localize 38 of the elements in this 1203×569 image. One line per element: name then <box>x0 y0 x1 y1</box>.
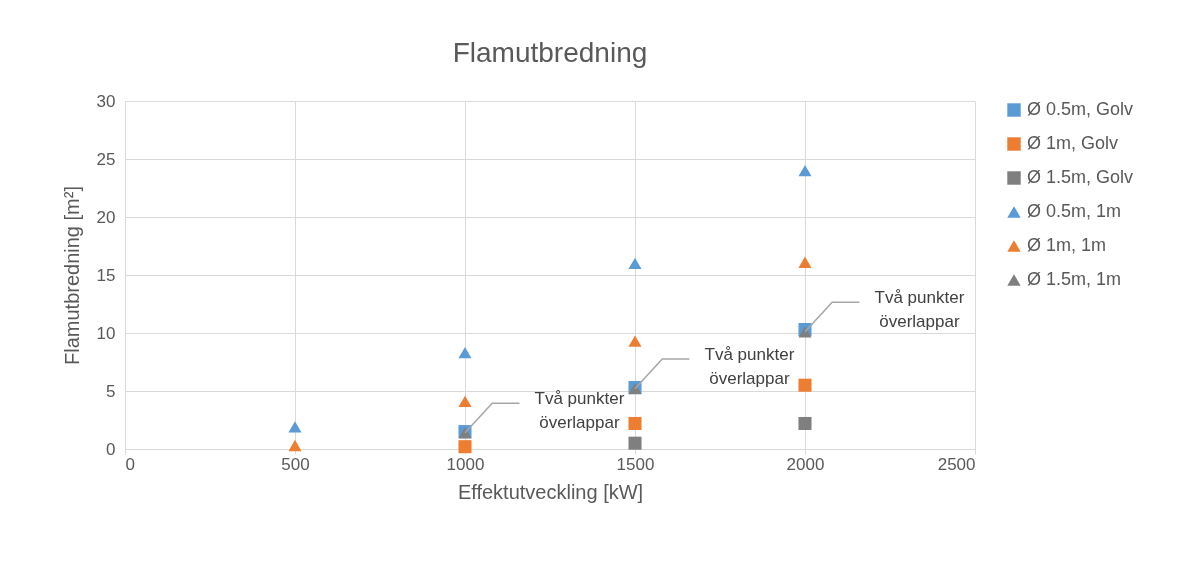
y-tick-label: 30 <box>96 91 116 111</box>
legend-label: Ø 0.5m, 1m <box>1027 201 1122 221</box>
point <box>458 347 472 359</box>
x-tick-label: 500 <box>281 454 310 474</box>
point <box>458 395 472 408</box>
point <box>628 436 642 450</box>
y-tick-label: 15 <box>96 265 116 285</box>
legend-label: Ø 1.5m, Golv <box>1027 167 1134 187</box>
x-axis-title: Effektutveckling [kW] <box>457 480 644 503</box>
annotation: Två punkter överlappar <box>704 345 795 389</box>
point <box>628 416 642 430</box>
y-tick-label: 10 <box>96 323 116 343</box>
y-tick-label: 25 <box>96 149 116 169</box>
legend-label: Ø 0.5m, Golv <box>1027 99 1134 119</box>
x-tick-label: 1000 <box>446 454 485 474</box>
point <box>798 256 812 268</box>
point <box>798 416 812 430</box>
point <box>798 164 812 177</box>
legend-label: Ø 1m, 1m <box>1027 235 1107 255</box>
point <box>458 440 472 454</box>
legend-label: Ø 1m, Golv <box>1027 133 1119 153</box>
y-tick-label: 0 <box>106 439 116 459</box>
point <box>288 421 302 433</box>
x-tick-label: 1500 <box>616 454 655 474</box>
x-tick-label: 2000 <box>786 454 825 474</box>
x-tick-label: 2500 <box>937 454 976 474</box>
x-tick-label: 0 <box>125 454 135 474</box>
point <box>798 378 812 392</box>
point <box>288 439 302 452</box>
y-tick-label: 5 <box>106 381 116 401</box>
point <box>628 335 642 347</box>
annotation: Två punkter överlappar <box>534 389 625 433</box>
chart-title: Flamutbredning <box>452 37 648 68</box>
point <box>628 257 642 270</box>
annotation: Två punkter överlappar <box>874 288 965 332</box>
y-axis-title: Flamutbredning [m²] <box>60 186 83 365</box>
y-tick-label: 20 <box>96 207 116 227</box>
legend-label: Ø 1.5m, 1m <box>1027 269 1122 289</box>
